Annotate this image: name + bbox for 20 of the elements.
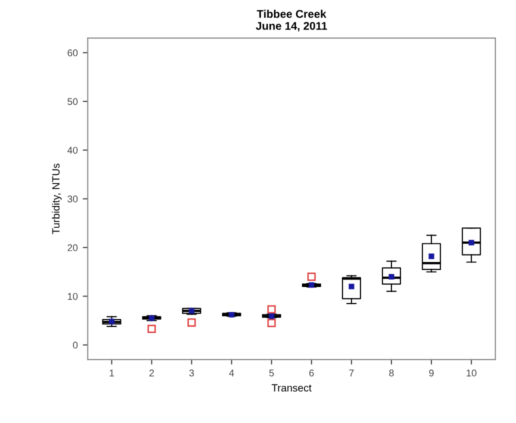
chart-title: Tibbee Creek June 14, 2011 — [256, 10, 328, 32]
y-tick-label: 10 — [68, 292, 78, 300]
x-tick-label: 6 — [309, 370, 314, 376]
x-tick-label: 3 — [189, 370, 194, 376]
y-tick-label: 30 — [68, 196, 78, 202]
x-tick-label: 4 — [229, 370, 234, 376]
y-tick-label: 0 — [72, 342, 78, 349]
y-tick-label: 60 — [68, 49, 78, 56]
x-tick-label: 8 — [389, 370, 394, 376]
x-tick-label: 7 — [349, 370, 354, 376]
y-tick-label: 40 — [67, 146, 78, 154]
x-tick-label: 1 — [110, 370, 114, 376]
x-tick-label: 10 — [466, 370, 476, 376]
x-axis-title: Transect — [272, 384, 312, 392]
y-tick-label: 50 — [68, 98, 78, 106]
x-tick-label: 9 — [429, 370, 434, 376]
y-tick-label: 20 — [68, 244, 78, 252]
x-tick-label: 5 — [269, 370, 274, 376]
y-axis-title: Turbidity, NTUs — [52, 164, 62, 234]
x-tick-label: 2 — [149, 370, 154, 376]
